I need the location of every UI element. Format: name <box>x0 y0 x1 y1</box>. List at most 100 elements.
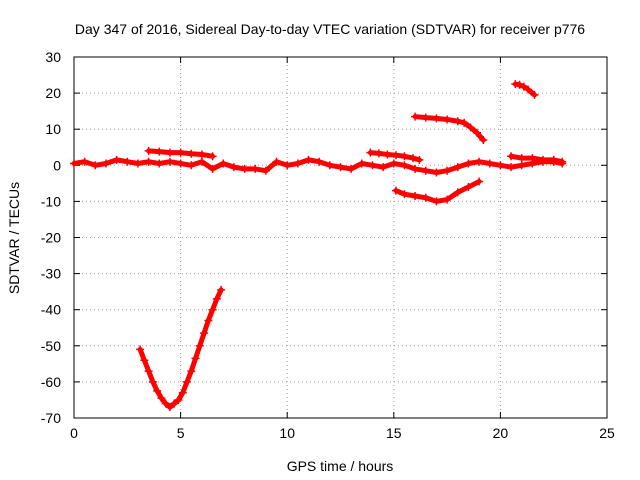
data-point <box>219 159 228 168</box>
data-point <box>517 161 526 170</box>
data-point <box>144 146 153 155</box>
data-point <box>170 399 179 408</box>
data-point <box>140 356 149 365</box>
data-point <box>391 151 400 160</box>
series-upper-left <box>144 146 217 161</box>
y-tick-label: 10 <box>45 121 61 137</box>
data-point <box>157 394 166 403</box>
data-points <box>70 80 567 412</box>
data-point <box>524 85 533 94</box>
data-point <box>148 377 157 386</box>
data-point <box>475 177 484 186</box>
data-point <box>161 399 170 408</box>
data-point <box>176 159 185 168</box>
data-point <box>479 136 488 145</box>
data-point <box>261 166 270 175</box>
chart-title: Day 347 of 2016, Sidereal Day-to-day VTE… <box>75 21 585 37</box>
data-point <box>507 152 516 161</box>
series-arc-20 <box>511 80 539 99</box>
data-point <box>460 118 469 127</box>
data-point <box>421 193 430 202</box>
data-point <box>197 157 206 166</box>
ticks: 0 5 10 15 20 25 30 20 10 0 -10 -20 -30 -40 -50 -60 -70 <box>41 49 615 441</box>
data-point <box>293 159 302 168</box>
series-mid-upper <box>366 148 424 164</box>
data-point <box>174 395 183 404</box>
x-tick-label: 25 <box>599 425 615 441</box>
series-arc-neg10 <box>391 177 484 206</box>
data-point <box>432 197 441 206</box>
x-tick-label: 10 <box>279 425 295 441</box>
data-point <box>549 155 558 164</box>
data-point <box>153 386 162 395</box>
data-point <box>485 159 494 168</box>
data-point <box>415 155 424 164</box>
data-point <box>304 155 313 164</box>
data-point <box>411 112 420 121</box>
data-point <box>200 329 209 338</box>
data-point <box>91 161 100 170</box>
y-tick-label: -20 <box>41 230 61 246</box>
data-point <box>515 80 524 89</box>
data-point <box>112 155 121 164</box>
x-tick-label: 20 <box>493 425 509 441</box>
data-point <box>411 191 420 200</box>
data-point <box>421 166 430 175</box>
data-point <box>475 157 484 166</box>
data-point <box>191 354 200 363</box>
data-point <box>155 147 164 156</box>
x-tick-label: 0 <box>70 425 78 441</box>
data-point <box>366 148 375 157</box>
data-point <box>178 388 187 397</box>
data-point <box>400 161 409 170</box>
data-point <box>357 159 366 168</box>
data-point <box>539 155 548 164</box>
data-point <box>453 188 462 197</box>
data-point <box>336 163 345 172</box>
series-right-band <box>507 152 567 166</box>
data-point <box>182 377 191 386</box>
data-point <box>208 305 217 314</box>
data-point <box>408 154 417 163</box>
data-point <box>400 190 409 199</box>
x-tick-label: 15 <box>386 425 402 441</box>
data-point <box>251 164 260 173</box>
data-point <box>165 157 174 166</box>
y-tick-label: -40 <box>41 302 61 318</box>
data-point <box>347 164 356 173</box>
data-point <box>507 163 516 172</box>
data-point <box>443 166 452 175</box>
data-point <box>195 341 204 350</box>
data-point <box>443 115 452 124</box>
data-point <box>136 345 145 354</box>
y-tick-label: -50 <box>41 338 61 354</box>
data-point <box>443 195 452 204</box>
data-point <box>123 157 132 166</box>
y-tick-label: -10 <box>41 193 61 209</box>
data-point <box>464 159 473 168</box>
data-point <box>240 164 249 173</box>
series-arc-10 <box>411 112 488 145</box>
y-tick-label: 20 <box>45 85 61 101</box>
data-point <box>421 113 430 122</box>
data-point <box>472 128 481 137</box>
data-point <box>530 90 539 99</box>
data-point <box>496 161 505 170</box>
data-point <box>204 316 213 325</box>
data-point <box>391 186 400 195</box>
data-point <box>432 114 441 123</box>
data-point <box>411 164 420 173</box>
y-tick-label: -70 <box>41 410 61 426</box>
y-tick-label: -60 <box>41 374 61 390</box>
data-point <box>464 182 473 191</box>
series-baseline <box>70 155 567 177</box>
data-point <box>453 163 462 172</box>
data-point <box>208 152 217 161</box>
x-tick-label: 5 <box>177 425 185 441</box>
data-point <box>466 123 475 132</box>
data-point <box>558 157 567 166</box>
data-point <box>400 152 409 161</box>
data-point <box>187 367 196 376</box>
